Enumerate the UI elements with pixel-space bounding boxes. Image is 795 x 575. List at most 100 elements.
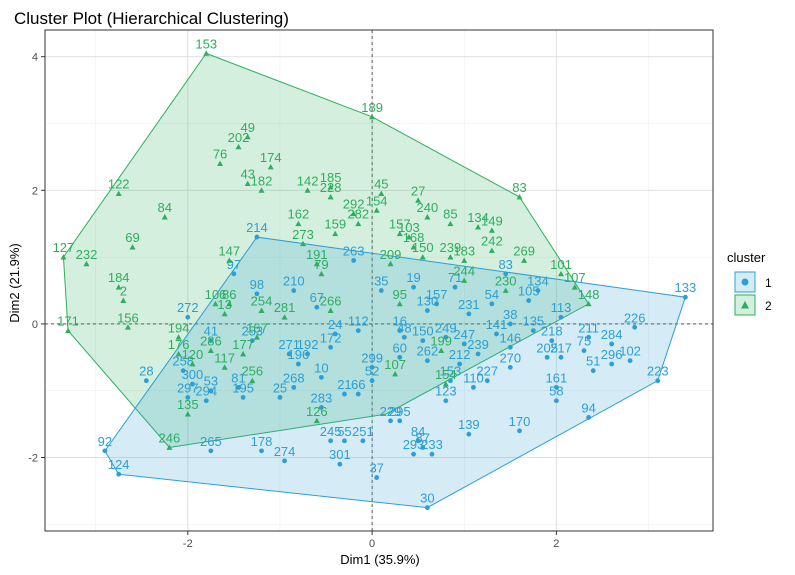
point-label: 295 (389, 404, 411, 419)
point-label: 60 (392, 340, 406, 355)
y-tick-label: 4 (32, 52, 38, 64)
point-cluster-1 (586, 415, 592, 420)
point-label: 123 (435, 384, 457, 399)
point-cluster-1 (291, 384, 297, 390)
point-label: 253 (241, 324, 263, 339)
point-label: 38 (503, 307, 517, 322)
point-cluster-2 (212, 300, 219, 307)
point-cluster-1 (351, 258, 357, 263)
point-label: 199 (430, 334, 452, 349)
point-cluster-1 (503, 271, 509, 277)
point-label: 49 (240, 120, 254, 135)
point-label: 148 (578, 287, 600, 302)
point-cluster-1 (466, 311, 472, 317)
point-cluster-1 (558, 354, 564, 360)
point-label: 170 (509, 414, 531, 429)
point-cluster-1 (378, 288, 384, 293)
point-label: 92 (98, 434, 112, 449)
point-label: 191 (306, 247, 328, 262)
point-label: 154 (435, 367, 457, 382)
point-cluster-1 (609, 361, 615, 367)
point-cluster-1 (461, 341, 467, 347)
point-label: 81 (231, 370, 245, 385)
point-label: 283 (311, 390, 333, 405)
point-label: 286 (200, 334, 222, 349)
point-cluster-2 (396, 230, 403, 237)
point-cluster-1 (369, 378, 375, 384)
point-cluster-2 (438, 347, 445, 354)
point-cluster-1 (328, 344, 334, 350)
point-cluster-2 (447, 220, 454, 227)
point-cluster-1 (424, 358, 430, 364)
point-label: 52 (365, 364, 379, 379)
point-cluster-2 (461, 257, 468, 263)
point-label: 174 (260, 150, 282, 165)
point-label: 167 (246, 320, 268, 335)
point-cluster-1 (452, 284, 458, 290)
hull-cluster-2 (62, 52, 590, 449)
point-cluster-2 (373, 207, 380, 213)
point-cluster-1 (254, 291, 260, 297)
point-cluster-2 (327, 307, 334, 313)
point-cluster-1 (305, 351, 310, 357)
point-label: 21 (337, 377, 351, 392)
point-label: 66 (351, 377, 365, 392)
point-cluster-2 (313, 417, 320, 424)
point-label: 150 (412, 324, 434, 339)
legend-label-1: 1 (765, 276, 772, 290)
point-cluster-1 (328, 438, 334, 444)
point-label: 251 (352, 424, 374, 439)
x-tick-label: 0 (369, 538, 375, 550)
point-label: 141 (486, 317, 508, 332)
point-label: 25 (273, 380, 287, 395)
point-label: 249 (435, 320, 457, 335)
point-label: 133 (675, 280, 697, 295)
y-axis-label: Dim2 (21.9%) (7, 243, 22, 322)
point-label: 124 (108, 457, 130, 472)
y-tick-label: 0 (32, 319, 38, 331)
point-cluster-2 (115, 284, 122, 290)
point-cluster-2 (226, 257, 233, 263)
point-cluster-2 (327, 194, 334, 200)
point-label: 209 (380, 247, 402, 262)
y-tick-label: 2 (32, 185, 38, 197)
point-cluster-2 (355, 220, 362, 227)
point-cluster-1 (254, 234, 260, 240)
point-cluster-2 (217, 160, 224, 166)
point-label: 130 (417, 294, 439, 309)
point-label: 281 (274, 300, 296, 315)
point-cluster-2 (175, 334, 182, 340)
point-cluster-1 (507, 344, 513, 350)
point-label: 105 (518, 284, 540, 299)
point-cluster-2 (115, 190, 122, 197)
point-cluster-2 (253, 334, 260, 340)
point-label: 230 (495, 274, 517, 289)
point-label: 299 (361, 350, 383, 365)
point-label: 210 (283, 274, 305, 289)
legend: cluster 1 2 (727, 250, 772, 316)
point-cluster-1 (682, 294, 688, 300)
point-label: 94 (581, 400, 595, 415)
point-label: 157 (389, 217, 411, 232)
point-label: 194 (168, 320, 190, 335)
plot-border (44, 29, 714, 532)
point-cluster-1 (429, 451, 435, 457)
point-label: 192 (297, 337, 319, 352)
point-label: 247 (453, 327, 475, 342)
point-cluster-1 (388, 418, 393, 424)
point-cluster-2 (161, 214, 168, 220)
point-label: 55 (337, 424, 351, 439)
point-cluster-2 (267, 163, 274, 170)
point-cluster-2 (175, 350, 182, 357)
point-cluster-1 (295, 361, 301, 367)
point-label: 84 (411, 424, 425, 439)
point-cluster-2 (235, 143, 242, 150)
point-label: 134 (467, 210, 489, 225)
point-label: 58 (549, 384, 563, 399)
point-cluster-1 (581, 348, 587, 354)
point-label: 135 (522, 314, 544, 329)
point-label: 10 (314, 360, 328, 375)
point-label: 196 (288, 347, 310, 362)
point-cluster-1 (337, 461, 343, 467)
point-cluster-1 (415, 438, 421, 444)
